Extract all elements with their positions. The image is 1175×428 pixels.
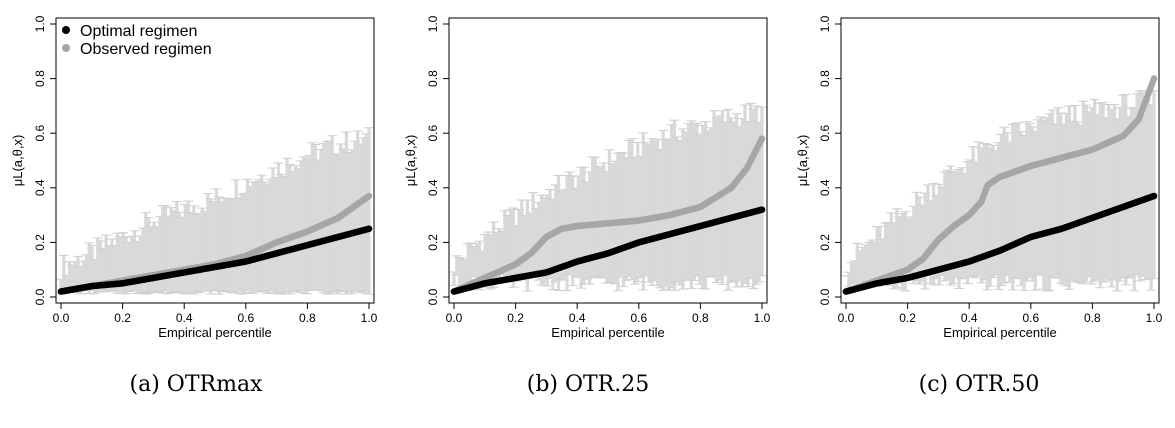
legend-marker (62, 44, 70, 52)
y-tick-label: 0.6 (818, 125, 832, 142)
y-tick-label: 0.2 (818, 234, 832, 251)
x-tick-label: 0.0 (838, 311, 855, 325)
y-tick-label: 0.0 (818, 288, 832, 305)
x-tick-label: 0.4 (176, 311, 193, 325)
y-tick-label: 0.6 (33, 125, 47, 142)
series-observed (842, 75, 1158, 295)
y-tick-label: 1.0 (33, 15, 47, 32)
x-tick-label: 0.4 (569, 311, 586, 325)
x-tick-label: 0.0 (446, 311, 463, 325)
y-tick-label: 0.4 (33, 179, 47, 196)
y-tick-label: 0.4 (818, 179, 832, 196)
y-tick-label: 0.0 (426, 288, 440, 305)
axes: 0.0 0.2 0.4 0.6 0.8 1.0 0.0 0.2 0.4 0.6 0.8 1.0 Empi… (403, 15, 771, 340)
y-tick-label: 0.8 (818, 70, 832, 87)
y-tick-label: 1.0 (426, 15, 440, 32)
y-axis-label: μL(a,θ,x) (10, 135, 25, 187)
data-point (365, 225, 373, 233)
data-point (1150, 192, 1158, 200)
x-tick-label: 0.0 (53, 311, 70, 325)
y-tick-label: 0.2 (33, 234, 47, 251)
caption-b: (b) OTR.25 (526, 372, 650, 397)
x-tick-label: 0.4 (961, 311, 978, 325)
data-point (1150, 75, 1158, 82)
x-tick-label: 0.2 (507, 311, 524, 325)
plot-frame (55, 17, 375, 304)
error-bars (841, 89, 1159, 292)
x-tick-label: 1.0 (1146, 311, 1163, 325)
x-axis-label: Empirical percentile (943, 325, 1056, 340)
axes: 0.0 0.2 0.4 0.6 0.8 1.0 0.0 0.2 0.4 0.6 0.8 1.0 Empi… (10, 15, 378, 340)
caption-c: (c) OTR.50 (918, 372, 1040, 397)
y-tick-label: 0.6 (426, 125, 440, 142)
data-point (365, 192, 373, 200)
y-axis-label: μL(a,θ,x) (403, 135, 418, 187)
x-tick-label: 0.8 (299, 311, 316, 325)
y-tick-label: 0.8 (33, 70, 47, 87)
legend-label: Observed regimen (80, 41, 212, 58)
y-axis-label: μL(a,θ,x) (795, 135, 810, 187)
panel-otr50: 0.0 0.2 0.4 0.6 0.8 1.0 0.0 0.2 0.4 0.6 0.8 1.0 Empi… (795, 15, 1163, 340)
legend-label: Optimal regimen (80, 23, 197, 40)
x-tick-label: 0.6 (1022, 311, 1039, 325)
x-tick-label: 1.0 (754, 311, 771, 325)
x-tick-label: 0.2 (899, 311, 916, 325)
caption-a: (a) OTRmax (129, 372, 263, 397)
x-tick-label: 0.8 (692, 311, 709, 325)
x-tick-label: 0.6 (630, 311, 647, 325)
panel-otrmax: 0.0 0.2 0.4 0.6 0.8 1.0 0.0 0.2 0.4 0.6 0.8 1.0 Empi… (10, 15, 378, 340)
y-tick-label: 0.0 (33, 288, 47, 305)
axes: 0.0 0.2 0.4 0.6 0.8 1.0 0.0 0.2 0.4 0.6 0.8 1.0 Empi… (795, 15, 1163, 340)
x-tick-label: 0.2 (114, 311, 131, 325)
x-tick-label: 1.0 (361, 311, 378, 325)
y-tick-label: 0.4 (426, 179, 440, 196)
y-tick-label: 0.2 (426, 234, 440, 251)
x-axis-label: Empirical percentile (158, 325, 271, 340)
panel-otr25: 0.0 0.2 0.4 0.6 0.8 1.0 0.0 0.2 0.4 0.6 0.8 1.0 Empi… (403, 15, 771, 340)
data-point (758, 135, 766, 142)
plot-frame (840, 17, 1160, 304)
plot-frame (448, 17, 768, 304)
data-point (758, 206, 766, 213)
y-tick-label: 0.8 (426, 70, 440, 87)
x-axis-label: Empirical percentile (551, 325, 664, 340)
series-optimal (450, 206, 766, 295)
series-optimal (57, 225, 373, 295)
x-tick-label: 0.8 (1084, 311, 1101, 325)
legend-marker (62, 26, 70, 34)
x-tick-label: 0.6 (237, 311, 254, 325)
y-tick-label: 1.0 (818, 15, 832, 32)
series-optimal (842, 192, 1158, 295)
